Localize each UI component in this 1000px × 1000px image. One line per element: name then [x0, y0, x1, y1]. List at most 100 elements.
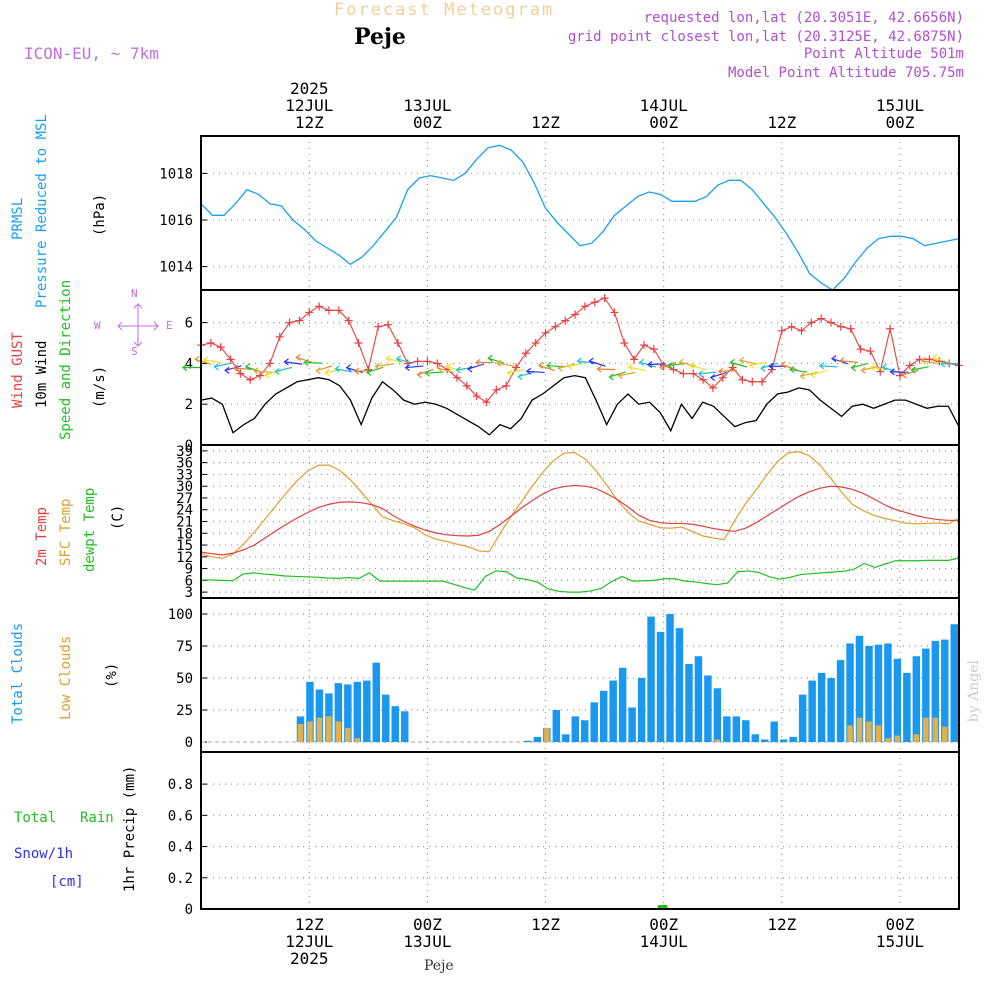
wind-direction-arrowhead — [697, 370, 704, 378]
total-cloud-bar — [306, 681, 314, 742]
wind-direction-arrowhead — [244, 363, 251, 371]
y-tick-label: 9 — [185, 562, 193, 578]
precip-total-label: Total — [14, 810, 57, 826]
y-tick-label: 0.4 — [168, 840, 193, 856]
wind-direction-arrowhead — [395, 355, 402, 363]
model-altitude: Model Point Altitude 705.75m — [727, 65, 964, 81]
wind-direction-arrowhead — [424, 369, 431, 377]
wind-direction-arrow — [941, 362, 960, 365]
wind-direction-arrowhead — [729, 358, 735, 366]
low-cloud-bar — [316, 717, 323, 742]
gust-marker — [856, 345, 865, 354]
y-tick-label: 6 — [185, 316, 193, 332]
gust-marker — [275, 332, 284, 341]
wind-direction-arrow — [902, 369, 919, 376]
gust-marker — [561, 316, 570, 325]
total-cloud-bar — [770, 721, 778, 742]
y-tick-label: 4 — [185, 356, 193, 372]
wind-direction-arrowhead — [788, 365, 795, 373]
gust-marker — [630, 355, 639, 364]
gust-marker — [413, 357, 422, 366]
gust-marker — [551, 322, 560, 331]
total-cloud-bar — [941, 639, 949, 742]
wind-direction-arrowhead — [799, 372, 805, 380]
wind-direction-arrowhead — [315, 367, 321, 375]
gust-marker — [315, 302, 324, 311]
y-tick-label: 27 — [176, 491, 193, 507]
total-cloud-bar — [950, 624, 958, 742]
wind-direction-arrowhead — [839, 357, 845, 365]
gust-marker — [649, 345, 658, 354]
wind-direction-arrowhead — [353, 367, 360, 375]
wind-direction-arrowhead — [810, 371, 816, 379]
y-tick-label: 0 — [185, 735, 193, 751]
total-cloud-bar — [344, 684, 352, 742]
y-tick-label: 25 — [176, 703, 193, 719]
gust-marker — [797, 326, 806, 335]
wind-direction-arrowhead — [345, 364, 351, 372]
wind-direction-arrow — [932, 356, 950, 363]
total-cloud-bar — [779, 739, 788, 742]
precip-snow-label: Snow/1h — [14, 846, 74, 862]
wind-direction-arrowhead — [487, 354, 493, 362]
total-cloud-bar — [931, 640, 940, 742]
wind-direction-arrow — [488, 357, 505, 364]
total-cloud-bar — [685, 663, 693, 742]
wind-direction-arrowhead — [445, 363, 452, 371]
gust-marker — [679, 369, 688, 378]
total-cloud-bar — [590, 702, 598, 742]
compass-arrows-icon — [117, 303, 159, 347]
wind-direction-arrow — [730, 361, 747, 368]
wind-direction-arrow — [437, 367, 454, 374]
wind-direction-arrow — [194, 358, 212, 365]
total-cloud-bar — [713, 688, 722, 742]
gust-marker — [216, 343, 225, 352]
wind-direction-arrowhead — [818, 362, 825, 370]
total-cloud-bar — [618, 667, 627, 742]
y-tick-label: 75 — [176, 639, 193, 655]
total-cloud-bar — [372, 662, 381, 742]
total-cloud-bar — [666, 614, 674, 742]
gust-marker — [472, 392, 481, 401]
wind-direction-arrowhead — [910, 366, 916, 374]
total-cloud-bar — [400, 711, 409, 742]
wind-direction-arrowhead — [436, 364, 442, 372]
wind-direction-arrow — [840, 360, 858, 364]
wind-direction-arrowhead — [366, 368, 372, 376]
wind-direction-arrow — [811, 369, 828, 376]
wind-direction-arrowhead — [768, 362, 774, 370]
total-cloud-bar — [524, 740, 532, 742]
gust-marker — [265, 359, 274, 368]
total-cloud-bar — [893, 658, 902, 742]
wind-direction-arrow — [496, 362, 515, 367]
bottom-axis-label: 12Z — [531, 915, 560, 934]
wind-direction-arrowhead — [404, 364, 410, 372]
wind-direction-arrowhead — [517, 373, 523, 381]
gust-marker — [334, 306, 343, 315]
wind-direction-arrow — [467, 363, 485, 370]
wind-direction-arrowhead — [627, 363, 633, 371]
low-cloud-bar — [875, 725, 882, 742]
wind-direction-arrow — [296, 356, 313, 364]
total-cloud-bar — [562, 734, 570, 742]
total-cloud-bar — [817, 672, 826, 742]
y-tick-label: 3 — [185, 585, 193, 601]
wind-direction-arrowhead — [295, 353, 301, 361]
wind-direction-arrow — [507, 368, 525, 374]
wind-direction-arrow — [739, 359, 757, 365]
wind-direction-arrow — [568, 361, 586, 368]
y-tick-label: 36 — [176, 456, 193, 472]
total-cloud-bar — [552, 710, 561, 742]
bottom-axis-label: 12JUL — [285, 932, 333, 951]
gust-marker — [256, 371, 265, 380]
gust-marker — [817, 314, 826, 323]
panel-frame — [200, 751, 960, 910]
total-cloud-bar — [874, 644, 883, 742]
gust-marker — [502, 381, 511, 390]
wind-direction-arrowhead — [688, 361, 695, 369]
wind-direction-arrow — [698, 371, 717, 375]
gust-marker — [777, 326, 786, 335]
total-cloud-bar — [723, 716, 731, 742]
bottom-axis-label: 13JUL — [403, 932, 451, 951]
wind-direction-arrow — [538, 364, 555, 372]
